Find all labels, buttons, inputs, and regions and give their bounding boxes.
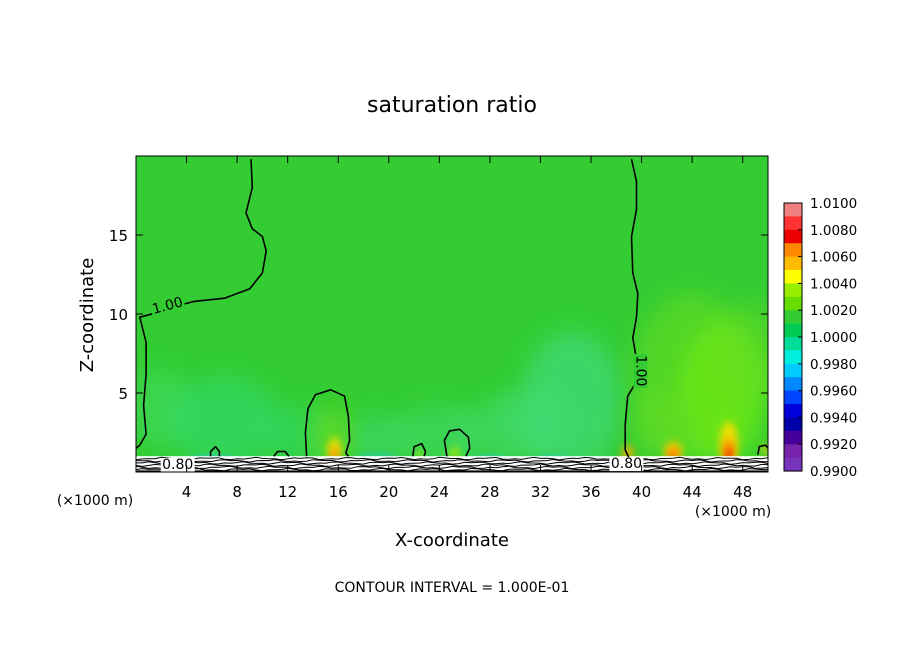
colorbar-label-7: 0.9960 bbox=[810, 384, 857, 400]
x-tick-label-44: 44 bbox=[683, 483, 702, 501]
plot-area: 1.00 1.00 0.80 0.80 bbox=[135, 155, 769, 473]
contour-line-6 bbox=[273, 450, 290, 457]
colorbar-swatch-1 bbox=[784, 216, 802, 231]
surface-contour-3 bbox=[136, 461, 768, 465]
chart-title: saturation ratio bbox=[367, 93, 537, 118]
colorbar-label-0: 1.0100 bbox=[810, 196, 857, 212]
x-tick-label-32: 32 bbox=[531, 483, 550, 501]
surface-contour-1 bbox=[136, 465, 768, 470]
field-shade-3 bbox=[341, 415, 412, 460]
colorbar-swatch-9 bbox=[784, 323, 802, 338]
colorbar-label-6: 0.9980 bbox=[810, 357, 857, 373]
contour-label-bg-0 bbox=[149, 294, 186, 318]
colorbar-swatch-3 bbox=[784, 243, 802, 258]
y-unit-label: (×1000 m) bbox=[57, 493, 133, 509]
colorbar-swatch-14 bbox=[784, 390, 802, 405]
contour-line-5 bbox=[209, 445, 221, 457]
surface-layer bbox=[136, 456, 768, 472]
colorbar-swatch-2 bbox=[784, 229, 802, 244]
x-tick-label-8: 8 bbox=[232, 483, 242, 501]
contour-label-3: 0.80 bbox=[611, 456, 642, 472]
y-axis-label: Z-coordinate bbox=[77, 258, 98, 373]
surface-contour-4 bbox=[136, 458, 768, 463]
colorbar-label-1: 1.0080 bbox=[810, 223, 857, 239]
x-tick-label-40: 40 bbox=[632, 483, 651, 501]
contour-line-3 bbox=[443, 428, 471, 457]
colorbar-label-4: 1.0020 bbox=[810, 303, 857, 319]
colorbar-swatch-16 bbox=[784, 417, 802, 432]
contour-label-bg-1 bbox=[633, 353, 648, 388]
field-shade-7 bbox=[487, 385, 568, 458]
y-tick-label-15: 15 bbox=[109, 227, 128, 245]
colorbar-swatch-5 bbox=[784, 270, 802, 284]
colorbar-swatch-11 bbox=[784, 350, 802, 365]
colorbar-swatch-0 bbox=[784, 203, 802, 217]
colorbar-swatch-8 bbox=[784, 310, 802, 325]
field-shading bbox=[136, 292, 768, 471]
colorbar-label-8: 0.9940 bbox=[810, 410, 857, 426]
x-axis: 4 8 12 16 20 24 28 32 36 40 44 48 bbox=[182, 156, 752, 501]
contour-line-1 bbox=[624, 159, 640, 459]
contour-labels: 1.00 1.00 0.80 0.80 bbox=[149, 294, 648, 473]
colorbar-label-3: 1.0040 bbox=[810, 276, 857, 292]
contour-lines bbox=[136, 159, 768, 459]
y-tick-label-5: 5 bbox=[118, 385, 128, 403]
y-axis: 5 10 15 bbox=[109, 227, 768, 403]
colorbar-label-9: 0.9920 bbox=[810, 437, 857, 453]
x-tick-label-48: 48 bbox=[733, 483, 752, 501]
contour-label-bg-3 bbox=[609, 457, 644, 472]
surface-contour-0 bbox=[136, 467, 768, 472]
colorbar-swatch-4 bbox=[784, 256, 802, 271]
colorbar-swatch-17 bbox=[784, 430, 802, 445]
x-tick-label-24: 24 bbox=[430, 483, 449, 501]
y-tick-label-10: 10 bbox=[109, 306, 128, 324]
field-shade-10 bbox=[714, 303, 768, 404]
contour-label-0: 1.00 bbox=[150, 294, 184, 318]
field-shade-12 bbox=[311, 405, 352, 466]
colorbar-label-10: 0.9900 bbox=[810, 464, 857, 480]
field-shade-1 bbox=[169, 376, 280, 467]
colorbar-swatch-7 bbox=[784, 296, 802, 311]
surface-contour-5 bbox=[136, 456, 768, 461]
contour-label-2: 0.80 bbox=[162, 457, 193, 473]
field-peak-8 bbox=[449, 447, 460, 460]
x-tick-label-12: 12 bbox=[278, 483, 297, 501]
contour-label-1: 1.00 bbox=[632, 355, 648, 386]
surface-baseline bbox=[136, 470, 768, 472]
colorbar-swatch-6 bbox=[784, 283, 802, 298]
colorbar-swatch-10 bbox=[784, 337, 802, 351]
colorbar-label-2: 1.0060 bbox=[810, 250, 857, 266]
contour-line-4 bbox=[412, 442, 427, 457]
colorbar: 1.0100 1.0080 1.0060 1.0040 1.0020 1.0000 0.99… bbox=[783, 196, 857, 480]
contour-line-0 bbox=[136, 159, 267, 449]
x-axis-label: X-coordinate bbox=[395, 530, 509, 551]
colorbar-swatch-18 bbox=[784, 444, 802, 459]
x-tick-label-16: 16 bbox=[329, 483, 348, 501]
x-tick-label-4: 4 bbox=[182, 483, 192, 501]
contour-line-7 bbox=[757, 444, 768, 455]
colorbar-swatch-12 bbox=[784, 363, 802, 378]
contour-line-2 bbox=[304, 389, 351, 457]
x-unit-label: (×1000 m) bbox=[695, 504, 771, 520]
x-tick-label-28: 28 bbox=[480, 483, 499, 501]
colorbar-swatch-13 bbox=[784, 377, 802, 392]
contour-interval-note: CONTOUR INTERVAL = 1.000E-01 bbox=[335, 580, 570, 596]
x-tick-label-36: 36 bbox=[581, 483, 600, 501]
colorbar-swatch-19 bbox=[784, 457, 802, 472]
colorbar-swatch-15 bbox=[784, 404, 802, 418]
x-tick-label-20: 20 bbox=[379, 483, 398, 501]
colorbar-label-5: 1.0000 bbox=[810, 330, 857, 346]
